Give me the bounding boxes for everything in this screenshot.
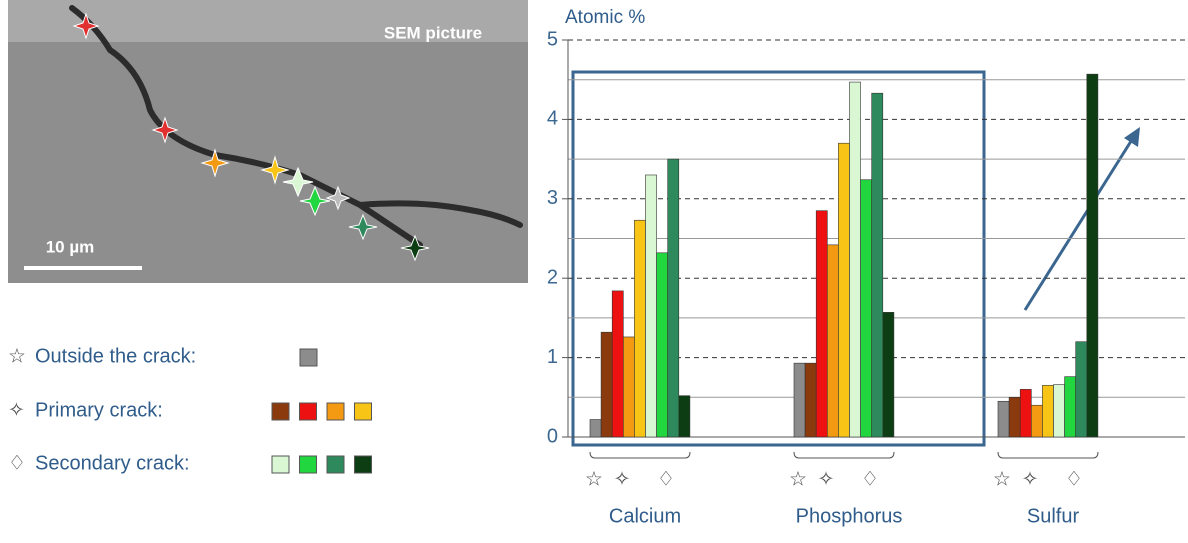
bar [600, 331, 613, 438]
legend-swatch [326, 402, 345, 421]
y-tick-label: 5 [547, 28, 558, 50]
y-axis-label: Atomic % [565, 7, 645, 28]
bar [634, 219, 646, 438]
group-symbol: ✧ [614, 468, 631, 490]
scale-label: 10 µm [46, 237, 95, 256]
marker [151, 116, 179, 144]
bar [645, 174, 657, 438]
arrow-head [1124, 127, 1140, 147]
y-tick-label: 0 [547, 425, 558, 447]
bar [656, 252, 668, 438]
x-tick-label: Phosphorus [796, 505, 903, 527]
highlight-box [571, 70, 986, 447]
bar [1064, 376, 1076, 438]
bar [793, 362, 806, 438]
arrow-line [1023, 137, 1135, 311]
legend-swatch [354, 402, 372, 421]
x-tick-label: Sulfur [1027, 505, 1080, 527]
marker [400, 234, 430, 262]
y-tick-label: 4 [547, 108, 558, 130]
bar [1086, 73, 1099, 438]
bar [589, 419, 602, 438]
marker [72, 12, 100, 40]
group-brace [793, 451, 895, 459]
legend-label: Primary crack: [35, 399, 163, 421]
x-tick-label: Calcium [609, 505, 681, 527]
legend-symbol: ☆ [8, 345, 26, 367]
bar [815, 210, 828, 438]
group-symbol: ♢ [657, 468, 675, 490]
legend-swatch [326, 455, 345, 474]
legend-swatch [271, 402, 290, 421]
legend-symbol: ♢ [8, 452, 26, 474]
marker [260, 155, 290, 185]
chart: Atomic % 0 1 2 3 4 5 Calcium ☆ ✧ ♢ Phosphorus ☆ ✧ ♢ Su… [547, 7, 1185, 527]
marker [348, 213, 378, 241]
bar [849, 81, 861, 438]
bar [838, 142, 850, 438]
marker [299, 185, 331, 217]
marker [200, 148, 230, 178]
bar [826, 244, 839, 438]
marker [282, 166, 314, 198]
bar [1053, 384, 1065, 438]
sem-image: SEM picture 10 µm [8, 0, 528, 283]
bar [860, 179, 872, 438]
bar [622, 336, 635, 438]
bar [1075, 341, 1088, 438]
bar [997, 400, 1010, 438]
group-symbol: ☆ [585, 468, 603, 490]
legend-label: Secondary crack: [35, 452, 190, 474]
legend-swatch [299, 402, 317, 421]
legend-swatch [299, 455, 317, 474]
legend: ☆ Outside the crack: ✧ Primary crack: ♢ Secon… [8, 345, 372, 474]
image-title: SEM picture [384, 23, 482, 42]
bar [1042, 385, 1054, 438]
bar [882, 312, 895, 438]
bar [1019, 389, 1032, 438]
group-symbol: ✧ [818, 468, 835, 490]
legend-swatch [299, 348, 318, 367]
scale-bar [24, 266, 142, 270]
legend-swatch [271, 455, 290, 474]
bar [667, 158, 680, 438]
bar [611, 290, 624, 438]
group-symbol: ♢ [861, 468, 879, 490]
legend-label: Outside the crack: [35, 345, 196, 367]
bar [871, 92, 884, 438]
group-brace [997, 451, 1099, 459]
legend-swatch [354, 455, 372, 474]
group-symbol: ✧ [1022, 468, 1039, 490]
group-symbol: ♢ [1065, 468, 1083, 490]
bar [678, 395, 691, 438]
legend-symbol: ✧ [8, 399, 25, 421]
bar [1031, 404, 1043, 438]
bar [804, 362, 817, 438]
bar [1008, 396, 1021, 438]
y-tick-label: 2 [547, 266, 558, 288]
sem-background [8, 0, 528, 283]
sem-markers [72, 12, 430, 262]
trend-arrow [1023, 127, 1140, 311]
group-symbol: ☆ [993, 468, 1011, 490]
marker [325, 185, 351, 211]
y-tick-label: 3 [547, 187, 558, 209]
y-tick-label: 1 [547, 346, 558, 368]
sem-surface [8, 0, 528, 42]
group-symbol: ☆ [789, 468, 807, 490]
group-brace [589, 451, 691, 459]
